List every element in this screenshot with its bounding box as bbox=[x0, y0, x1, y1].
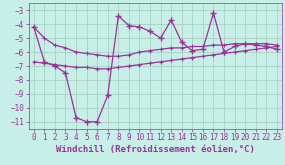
X-axis label: Windchill (Refroidissement éolien,°C): Windchill (Refroidissement éolien,°C) bbox=[56, 145, 255, 154]
